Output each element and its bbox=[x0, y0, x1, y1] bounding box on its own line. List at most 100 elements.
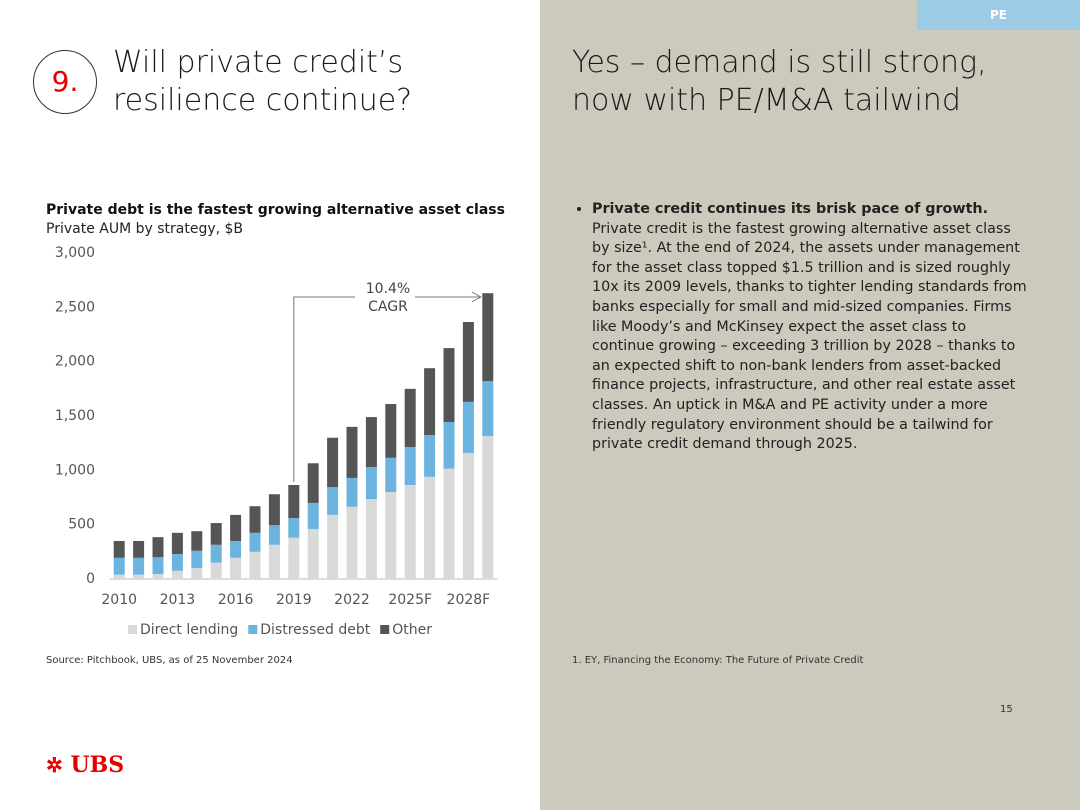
bar-segment bbox=[113, 574, 125, 579]
bar-segment bbox=[307, 502, 319, 530]
y-tick-label: 0 bbox=[86, 571, 95, 587]
bar-segment bbox=[191, 568, 203, 579]
legend-swatch bbox=[248, 625, 258, 634]
right-panel bbox=[540, 0, 1080, 810]
y-tick-label: 2,000 bbox=[55, 354, 95, 370]
annotation: CAGR bbox=[368, 299, 408, 315]
x-tick-label: 2016 bbox=[218, 592, 254, 608]
bar-segment bbox=[385, 457, 397, 493]
right-title: Yes – demand is still strong, now with P… bbox=[572, 45, 987, 118]
left-title: Will private credit’s resilience continu… bbox=[113, 45, 413, 118]
bar-segment bbox=[133, 557, 145, 575]
bar-segment bbox=[307, 529, 319, 579]
annotation: 10.4% bbox=[366, 281, 410, 297]
bar-segment bbox=[113, 557, 125, 575]
bar-segment bbox=[249, 506, 261, 533]
bar-segment bbox=[171, 554, 183, 571]
y-tick-label: 3,000 bbox=[55, 245, 95, 261]
x-tick-label: 2010 bbox=[101, 592, 137, 608]
bar-segment bbox=[424, 476, 436, 579]
legend-swatch bbox=[128, 625, 137, 634]
bar-segment bbox=[268, 525, 280, 545]
bar-segment bbox=[249, 532, 261, 552]
bar-segment bbox=[191, 550, 203, 569]
bar-segment bbox=[482, 293, 494, 382]
slide-number: 9. bbox=[33, 50, 97, 114]
bullet-lead: Private credit continues its brisk pace … bbox=[592, 201, 989, 217]
bar-segment bbox=[365, 467, 377, 500]
bar-segment bbox=[443, 468, 455, 579]
bar-segment bbox=[385, 492, 397, 579]
bar-segment bbox=[424, 435, 436, 477]
bar-segment bbox=[268, 544, 280, 579]
bar-segment bbox=[443, 421, 455, 469]
bar-segment bbox=[152, 574, 164, 579]
logo: ✲ UBS bbox=[46, 752, 124, 778]
bar-segment bbox=[249, 551, 261, 579]
x-tick-label: 2019 bbox=[276, 592, 312, 608]
bar-segment bbox=[327, 437, 339, 488]
bar-segment bbox=[404, 446, 416, 486]
bar-segment bbox=[230, 557, 242, 579]
bar-segment bbox=[462, 452, 474, 579]
bar-segment bbox=[288, 537, 300, 579]
bar-segment bbox=[327, 487, 339, 515]
bullet: Private credit continues its brisk pace … bbox=[592, 200, 1032, 455]
y-tick-label: 500 bbox=[68, 517, 95, 533]
bar-segment bbox=[462, 401, 474, 453]
legend-swatch bbox=[380, 625, 390, 634]
x-tick-label: 2028F bbox=[447, 592, 491, 608]
bar-segment bbox=[404, 388, 416, 447]
bar-segment bbox=[365, 417, 377, 468]
bar-segment bbox=[268, 494, 280, 526]
bar-segment bbox=[171, 532, 183, 555]
bar-segment bbox=[346, 477, 358, 507]
bar-segment bbox=[133, 540, 145, 558]
chart-title: Private debt is the fastest growing alte… bbox=[46, 202, 505, 218]
x-tick-label: 2022 bbox=[334, 592, 370, 608]
bar-segment bbox=[171, 570, 183, 579]
bar-segment bbox=[230, 540, 242, 558]
bar-segment bbox=[346, 506, 358, 579]
bar-segment bbox=[307, 463, 319, 503]
bar-segment bbox=[152, 537, 164, 558]
y-tick-label: 1,000 bbox=[55, 462, 95, 478]
bullet-list: Private credit continues its brisk pace … bbox=[572, 200, 1032, 455]
bar-segment bbox=[288, 518, 300, 538]
bar-segment bbox=[113, 540, 125, 558]
bullet-text: Private credit is the fastest growing al… bbox=[592, 220, 1027, 453]
tab: PE bbox=[917, 0, 1080, 30]
chart: Private debt is the fastest growing alte… bbox=[46, 202, 505, 638]
legend-label: Distressed debt bbox=[260, 622, 370, 638]
list: Private credit continues its brisk pace … bbox=[572, 200, 1032, 455]
chart-subtitle: Private AUM by strategy, $B bbox=[46, 221, 243, 237]
bar-segment bbox=[482, 381, 494, 437]
bar-segment bbox=[327, 514, 339, 579]
bar-segment bbox=[462, 322, 474, 402]
arrow-head bbox=[471, 291, 482, 303]
bar-segment bbox=[152, 557, 164, 575]
annotation-arrow bbox=[293, 296, 481, 483]
footnote: 1. EY, Financing the Economy: The Future… bbox=[572, 655, 864, 666]
bar-segment bbox=[424, 368, 436, 436]
bar-segment bbox=[133, 574, 145, 579]
bar-segment bbox=[210, 523, 222, 545]
bar-segment bbox=[288, 485, 300, 519]
x-tick-label: 2013 bbox=[160, 592, 196, 608]
bar-segment bbox=[210, 562, 222, 579]
y-tick-label: 2,500 bbox=[55, 299, 95, 315]
y-tick-label: 1,500 bbox=[55, 408, 95, 424]
bar-segment bbox=[230, 514, 242, 541]
legend-label: Other bbox=[392, 622, 432, 638]
logo-text: UBS bbox=[70, 752, 125, 778]
bar-segment bbox=[482, 436, 494, 579]
bar-segment bbox=[404, 485, 416, 579]
page-number: 15 bbox=[1000, 704, 1013, 715]
bar-segment bbox=[210, 544, 222, 563]
source: Source: Pitchbook, UBS, as of 25 Novembe… bbox=[46, 655, 293, 666]
bar-segment bbox=[385, 404, 397, 458]
legend-label: Direct lending bbox=[140, 622, 238, 638]
bar-segment bbox=[346, 426, 358, 478]
logo-icon: ✲ bbox=[46, 753, 63, 777]
